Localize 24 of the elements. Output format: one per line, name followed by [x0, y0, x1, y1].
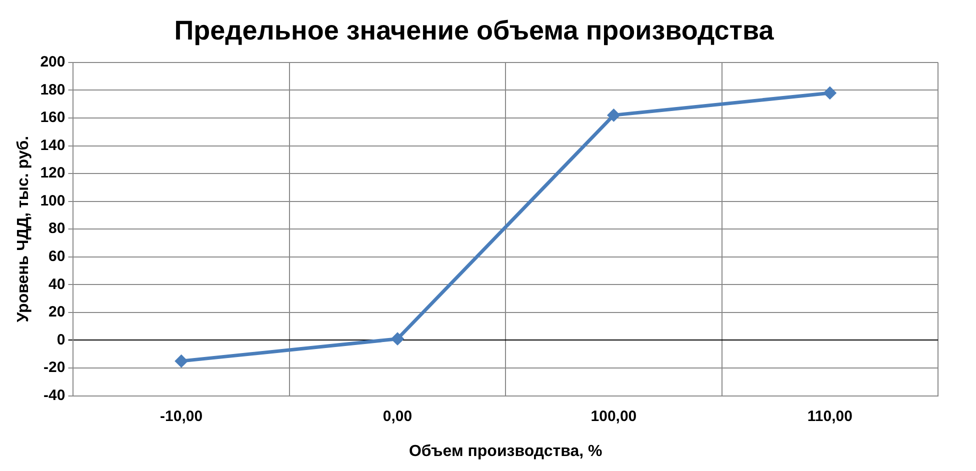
point [823, 86, 836, 100]
x-tick-label: 0,00 [382, 408, 412, 425]
point [607, 108, 620, 122]
y-tick-label: 100 [40, 192, 66, 210]
y-tick-label: 0 [56, 331, 66, 348]
x-tick-label: 110,00 [807, 408, 852, 425]
y-tick-label: 40 [48, 276, 66, 293]
y-tick-label: 140 [40, 136, 66, 154]
y-axis-title: Уровень ЧДД, тыс. руб. [15, 136, 32, 322]
y-tick-label: 180 [40, 81, 66, 98]
x-axis-title: Объем производства, % [408, 442, 602, 460]
point [391, 332, 404, 346]
x-tick-label: -10,00 [160, 408, 203, 425]
x-tick-label: 100,00 [590, 408, 637, 425]
y-tick-label: 80 [48, 220, 66, 238]
y-tick-label: 200 [40, 54, 66, 71]
point [174, 354, 188, 368]
y-tick-label: 120 [40, 164, 66, 182]
y-tick-label: 20 [48, 304, 66, 321]
y-tick-label: -20 [44, 359, 66, 376]
y-tick-label: 60 [48, 248, 66, 266]
chart-title: Предельное значение объема производства [174, 16, 775, 46]
y-tick-label: 160 [40, 109, 66, 126]
y-tick-label: -40 [44, 386, 66, 404]
